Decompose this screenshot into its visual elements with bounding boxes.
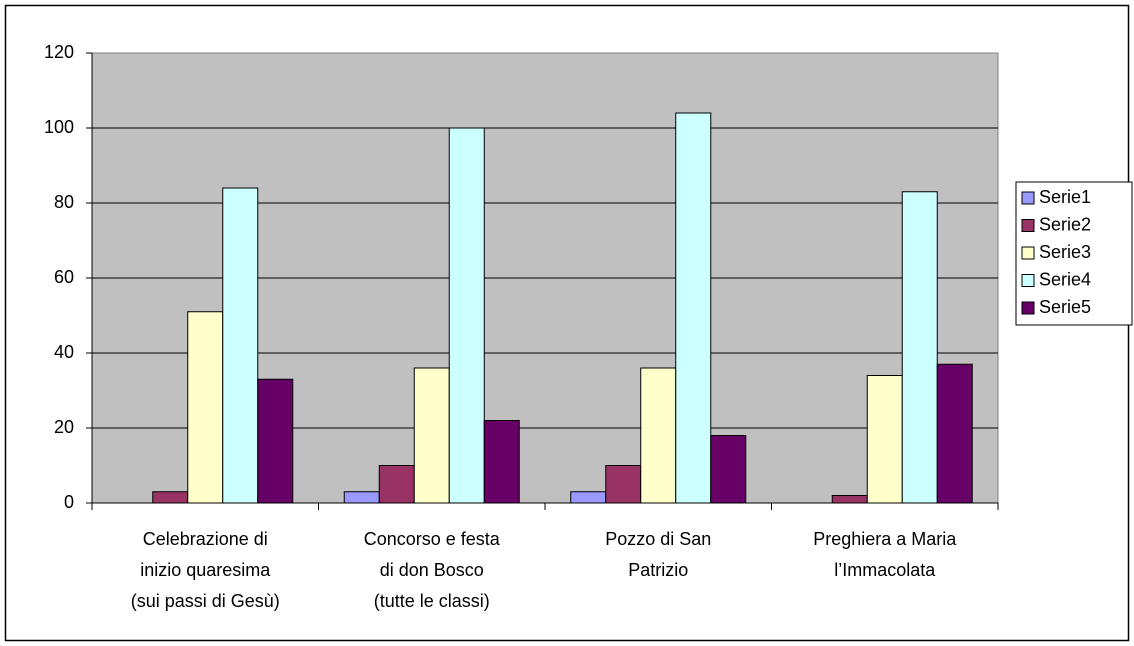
x-tick-label: Preghiera a Maria l’Immacolata	[813, 529, 957, 580]
y-tick-label: 80	[54, 192, 74, 212]
legend-label: Serie3	[1039, 242, 1091, 262]
bar	[831, 495, 868, 504]
bar	[570, 491, 607, 504]
x-tick-label-line: Patrizio	[628, 560, 688, 580]
legend-label: Serie1	[1039, 187, 1091, 207]
y-tick-label: 40	[54, 342, 74, 362]
bar	[901, 191, 938, 504]
bar	[257, 378, 294, 504]
legend-label: Serie5	[1039, 297, 1091, 317]
legend-label: Serie2	[1039, 214, 1091, 234]
legend-swatch	[1021, 246, 1035, 260]
bar	[675, 112, 712, 504]
y-tick-label: 100	[44, 117, 74, 137]
y-tick-label: 120	[44, 42, 74, 62]
x-tick-label-line: di don Bosco	[380, 560, 484, 580]
bar	[710, 435, 747, 504]
legend-label: Serie4	[1039, 269, 1091, 289]
x-tick-label: Concorso e festa di don Bosco (tutte le cl…	[364, 529, 501, 611]
bar	[187, 311, 224, 504]
legend-swatch	[1021, 274, 1035, 287]
x-tick-label: Celebrazione di inizio quaresima (sui pass…	[131, 529, 280, 611]
legend-box	[1015, 181, 1133, 326]
x-tick-label-line: Celebrazione di	[143, 529, 268, 549]
bar	[222, 187, 259, 504]
bar	[343, 491, 380, 504]
legend-swatch	[1021, 219, 1035, 232]
y-tick-label: 60	[54, 267, 74, 287]
bar	[378, 465, 415, 504]
legend-swatch	[1021, 191, 1035, 205]
x-tick-label-line: inizio quaresima	[140, 560, 271, 580]
bar	[413, 367, 450, 504]
x-tick-label-line: (sui passi di Gesù)	[131, 591, 280, 611]
bar	[936, 363, 973, 504]
bar	[483, 420, 520, 504]
x-tick-label-line: (tutte le classi)	[374, 591, 490, 611]
bar	[605, 465, 642, 504]
bar	[152, 491, 189, 504]
y-tick-label: 0	[64, 492, 74, 512]
bar	[640, 367, 677, 504]
x-tick-label-line: Preghiera a Maria	[813, 529, 957, 549]
x-tick-label-line: Pozzo di San	[605, 529, 711, 549]
x-tick-label-line: l’Immacolata	[834, 560, 936, 580]
y-tick-label: 20	[54, 417, 74, 437]
bar	[866, 375, 903, 504]
legend-swatch	[1021, 301, 1035, 315]
x-tick-label-line: Concorso e festa	[364, 529, 501, 549]
bar	[448, 127, 485, 504]
x-tick-label: Pozzo di San Patrizio	[605, 529, 711, 580]
